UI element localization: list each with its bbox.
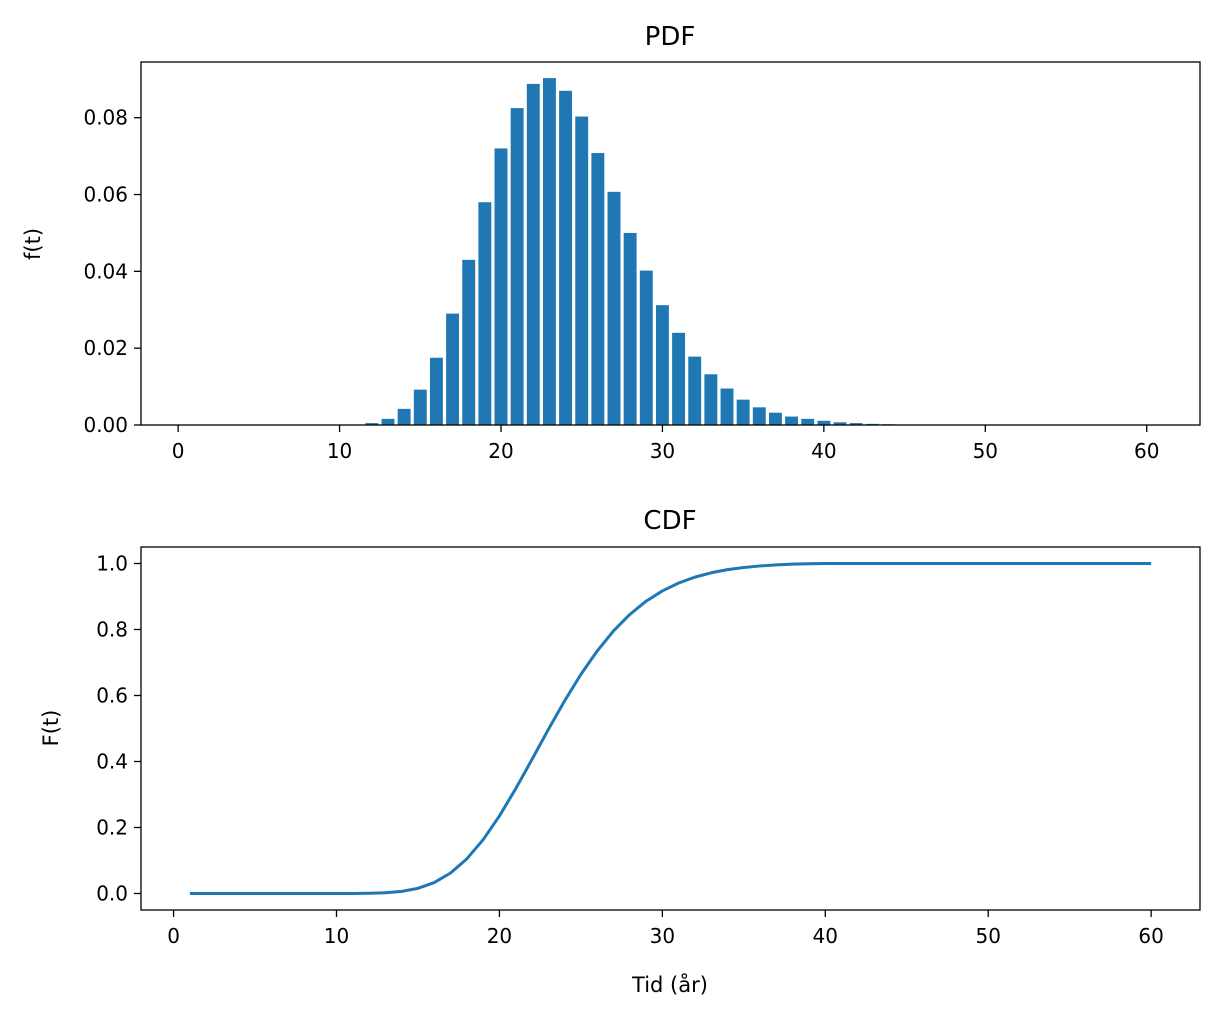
x-tick-label: 20 [487, 924, 512, 948]
y-tick-label: 0.4 [96, 750, 128, 774]
pdf-axes-frame [140, 61, 1201, 426]
pdf-bar [397, 408, 411, 425]
pdf-bar [526, 83, 540, 426]
pdf-bar [768, 412, 782, 425]
pdf-bar [817, 420, 831, 425]
pdf-y-ticks: 0.00 0.02 0.04 0.06 0.08 [83, 106, 141, 437]
y-tick-label: 0.8 [96, 618, 128, 642]
x-tick-label: 50 [973, 439, 998, 463]
y-tick-label: 0.6 [96, 684, 128, 708]
cdf-y-ticks: 0.0 0.2 0.4 0.6 0.8 1.0 [96, 552, 141, 906]
pdf-y-axis-label: f(t) [21, 228, 45, 260]
cdf-x-ticks: 0 10 20 30 40 50 60 [167, 910, 1164, 948]
x-tick-label: 10 [324, 924, 349, 948]
x-tick-label: 40 [811, 439, 836, 463]
x-tick-label: 30 [650, 924, 675, 948]
pdf-bar [752, 407, 766, 425]
pdf-bar [510, 108, 524, 425]
x-tick-label: 60 [1138, 924, 1163, 948]
pdf-bar [655, 305, 669, 425]
y-tick-label: 0.2 [96, 816, 128, 840]
cdf-y-axis-label: F(t) [39, 710, 63, 747]
pdf-bar [446, 313, 460, 425]
pdf-bar [688, 356, 702, 425]
x-tick-label: 0 [167, 924, 180, 948]
pdf-bar [801, 418, 815, 425]
pdf-bar [720, 388, 734, 425]
pdf-bar [494, 148, 508, 425]
y-tick-label: 1.0 [96, 552, 128, 576]
pdf-bar [736, 399, 750, 425]
x-tick-label: 20 [488, 439, 513, 463]
cdf-axes-frame [140, 546, 1201, 911]
y-tick-label: 0.00 [83, 413, 128, 437]
x-tick-label: 10 [327, 439, 352, 463]
pdf-bar [462, 259, 476, 425]
x-tick-label: 60 [1134, 439, 1159, 463]
y-tick-label: 0.04 [83, 259, 128, 283]
pdf-bar [704, 374, 718, 425]
pdf-bar [575, 116, 589, 426]
pdf-bar [785, 416, 799, 425]
x-tick-label: 40 [813, 924, 838, 948]
pdf-bars [349, 78, 912, 426]
cdf-title: CDF [643, 506, 696, 536]
cdf-panel: CDF F(t) Tid (år) 0 10 20 30 40 50 60 0.00.20.… [39, 506, 1201, 997]
cdf-x-axis-label: Tid (år) [631, 972, 708, 997]
pdf-bar [365, 423, 379, 425]
pdf-bar [849, 423, 863, 425]
pdf-x-ticks: 0 10 20 30 40 50 60 [172, 425, 1159, 463]
cdf-line-group [189, 562, 1152, 895]
cdf-series-line [189, 562, 1152, 895]
pdf-bar [833, 422, 847, 425]
pdf-bar [607, 191, 621, 425]
pdf-bar [672, 332, 686, 425]
y-tick-label: 0.08 [83, 106, 128, 130]
x-tick-label: 0 [172, 439, 185, 463]
x-tick-label: 50 [975, 924, 1000, 948]
pdf-bar [559, 90, 573, 426]
y-tick-label: 0.02 [83, 336, 128, 360]
pdf-panel: PDF f(t) 0 10 20 30 40 50 60 0.000.020.040.060… [21, 22, 1201, 463]
y-tick-label: 0.0 [96, 882, 128, 906]
pdf-bar [542, 78, 556, 425]
x-tick-label: 30 [650, 439, 675, 463]
pdf-bar [429, 357, 443, 425]
pdf-bar [591, 153, 605, 426]
y-tick-label: 0.06 [83, 183, 128, 207]
pdf-bar [381, 418, 395, 425]
pdf-bar [413, 389, 427, 425]
pdf-bar [478, 202, 492, 425]
pdf-bar [639, 270, 653, 425]
pdf-title: PDF [645, 22, 696, 52]
pdf-bar [623, 232, 637, 425]
